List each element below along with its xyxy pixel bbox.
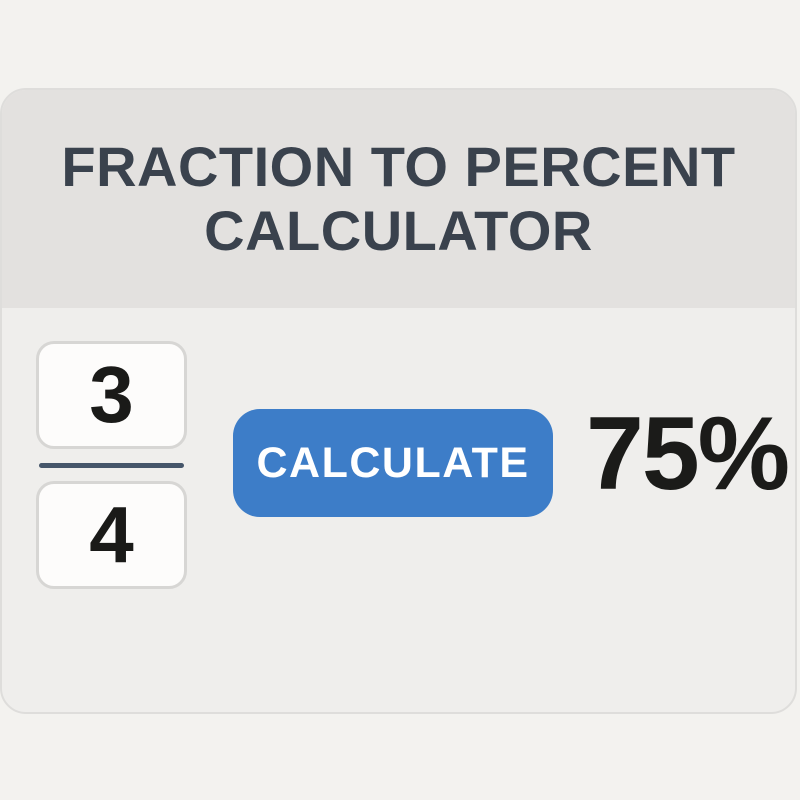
page-title-line-2: CALCULATOR [204,199,593,262]
page-title-line-1: FRACTION TO PERCENT [61,135,736,198]
fraction-divider-line [39,463,184,468]
result-value: 75% [586,396,790,512]
calculate-button[interactable]: CALCULATE [233,409,553,517]
numerator-input[interactable] [36,341,187,449]
page-title: FRACTION TO PERCENT CALCULATOR [61,135,735,263]
calculator-card: FRACTION TO PERCENT CALCULATOR [0,88,797,714]
denominator-input[interactable] [36,481,187,589]
calculator-header: FRACTION TO PERCENT CALCULATOR [2,90,795,308]
fraction-input-group [36,341,187,589]
